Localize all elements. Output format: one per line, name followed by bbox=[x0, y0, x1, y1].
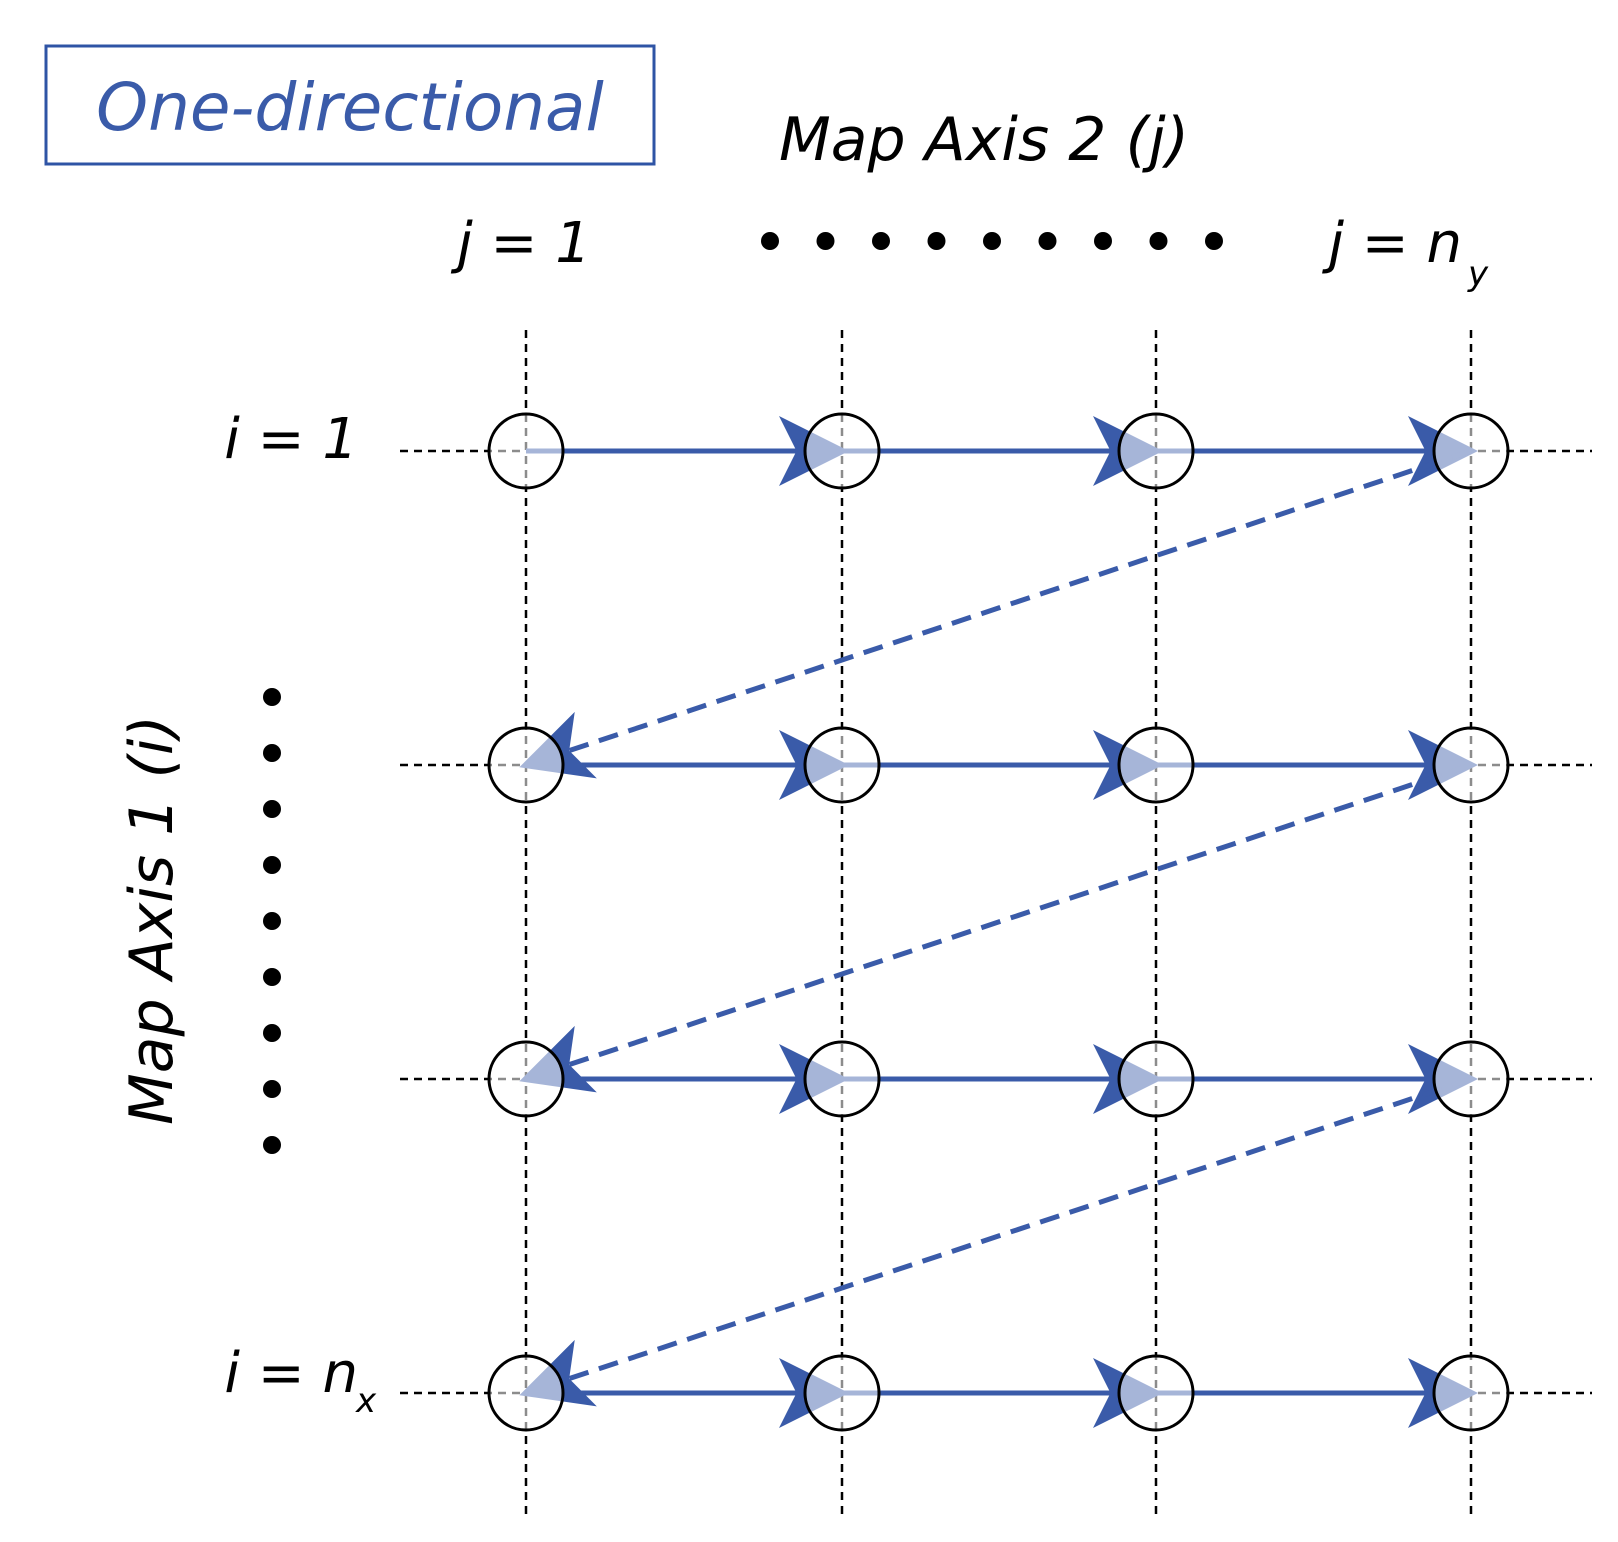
grid-node bbox=[1117, 1354, 1195, 1432]
axis2-label: Map Axis 2 (j) bbox=[779, 105, 1189, 175]
traversal-arrows bbox=[519, 416, 1478, 1428]
grid-node bbox=[487, 726, 565, 804]
grid-nodes bbox=[487, 412, 1510, 1432]
ellipsis-dot bbox=[1038, 232, 1057, 250]
ellipsis-dot bbox=[1205, 232, 1223, 250]
title-box: One-directional bbox=[44, 44, 656, 166]
ellipsis-dot bbox=[872, 232, 890, 250]
axis1-ellipsis bbox=[263, 688, 281, 1154]
grid-node bbox=[1117, 412, 1195, 490]
ellipsis-dot bbox=[816, 232, 835, 250]
ellipsis-dot bbox=[263, 688, 281, 706]
axis1-start-label: i = 1 bbox=[224, 407, 358, 472]
axis2-start-label: j = 1 bbox=[450, 211, 591, 276]
ellipsis-dot bbox=[263, 744, 281, 762]
axis2-end-label: j = n y bbox=[1321, 211, 1489, 294]
axis2-end-label-main: j = n bbox=[1321, 211, 1462, 276]
grid-node bbox=[487, 412, 565, 490]
axis1-label: Map Axis 1 (i) bbox=[117, 715, 187, 1125]
axis1-end-label: i = n x bbox=[224, 1341, 377, 1421]
axis2-ellipsis bbox=[761, 232, 1223, 250]
ellipsis-dot bbox=[983, 232, 1001, 250]
ellipsis-dot bbox=[1149, 232, 1168, 250]
axis1-end-label-sub: x bbox=[355, 1381, 377, 1421]
ellipsis-dot bbox=[263, 800, 281, 818]
ellipsis-dot bbox=[263, 968, 281, 986]
grid-node bbox=[803, 412, 881, 490]
ellipsis-dot bbox=[263, 1136, 281, 1154]
grid-node bbox=[1432, 1040, 1510, 1118]
grid-node bbox=[1432, 412, 1510, 490]
return-arrow bbox=[519, 1076, 1472, 1407]
ellipsis-dot bbox=[263, 912, 281, 930]
grid-node bbox=[1432, 1354, 1510, 1432]
return-arrow bbox=[519, 762, 1472, 1093]
grid-node bbox=[1117, 1040, 1195, 1118]
grid-node bbox=[803, 726, 881, 804]
grid-node bbox=[803, 1040, 881, 1118]
axis2-end-label-sub: y bbox=[1467, 254, 1489, 294]
title-label: One-directional bbox=[96, 69, 604, 146]
ellipsis-dot bbox=[1094, 232, 1112, 250]
return-arrow bbox=[519, 448, 1472, 779]
ellipsis-dot bbox=[263, 1024, 281, 1042]
grid-node bbox=[487, 1354, 565, 1432]
grid-node bbox=[1117, 726, 1195, 804]
title-box-border bbox=[44, 44, 656, 166]
axis1-end-label-main: i = n bbox=[224, 1341, 358, 1406]
ellipsis-dot bbox=[927, 232, 946, 250]
ellipsis-dot bbox=[761, 232, 779, 250]
ellipsis-dot bbox=[263, 1080, 281, 1098]
grid-node bbox=[803, 1354, 881, 1432]
grid-node bbox=[487, 1040, 565, 1118]
grid-node bbox=[1432, 726, 1510, 804]
ellipsis-dot bbox=[263, 856, 281, 874]
